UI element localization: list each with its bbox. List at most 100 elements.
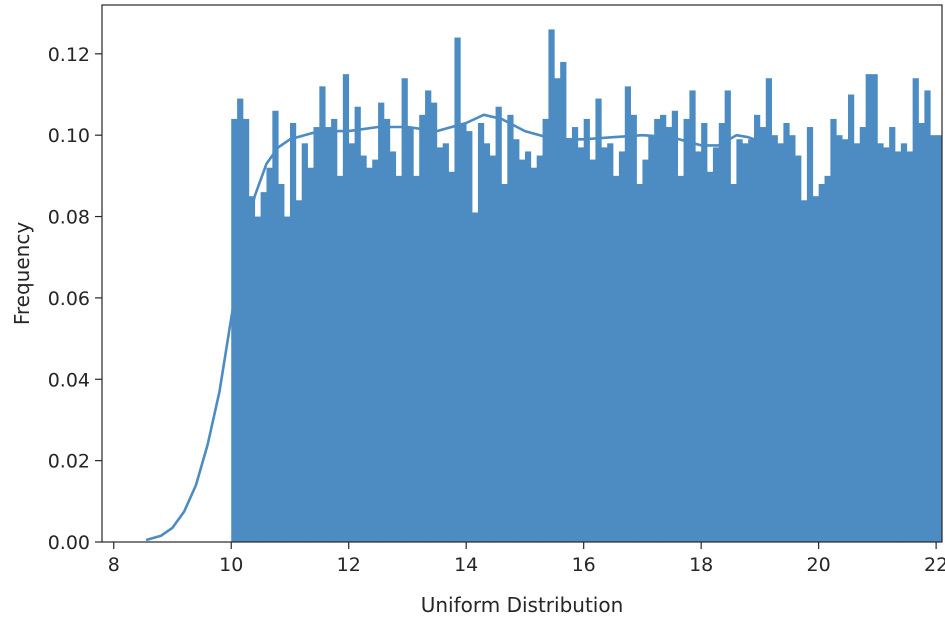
histogram-bar — [295, 200, 303, 543]
histogram-bar — [436, 147, 444, 543]
histogram-bar — [278, 184, 285, 542]
histogram-bar — [830, 118, 837, 542]
histogram-bar — [425, 90, 432, 542]
histogram-bar — [395, 175, 402, 542]
histogram-bar — [660, 114, 667, 542]
histogram-bar — [724, 90, 731, 542]
histogram-bar — [519, 159, 526, 542]
histogram-bar — [466, 131, 473, 542]
histogram-bar — [689, 90, 696, 542]
histogram-bar — [501, 184, 508, 542]
y-tick-label: 0.02 — [48, 451, 90, 473]
histogram-bar — [624, 86, 632, 542]
histogram-bar — [419, 114, 426, 542]
y-tick-label: 0.10 — [48, 125, 90, 147]
histogram-bar — [736, 139, 743, 542]
histogram-bar — [378, 102, 385, 543]
histogram-bar — [595, 98, 602, 543]
x-tick-label: 16 — [572, 554, 596, 576]
histogram-bar — [289, 122, 297, 543]
histogram-bar — [566, 139, 573, 542]
histogram-bar — [730, 184, 737, 542]
histogram-bar — [783, 122, 790, 543]
histogram-bar — [460, 122, 467, 543]
histogram-bar — [325, 127, 332, 542]
histogram-bar — [871, 74, 878, 542]
histogram-bar — [319, 86, 326, 542]
histogram-bar — [583, 118, 590, 542]
histogram-bar — [607, 143, 614, 542]
histogram-bar — [254, 216, 261, 542]
histogram-bar — [695, 151, 702, 543]
histogram-bar — [507, 114, 514, 542]
histogram-bar — [836, 135, 843, 542]
histogram-bar — [883, 147, 890, 543]
histogram-bar — [630, 114, 637, 542]
histogram-bar — [348, 143, 355, 542]
histogram-bar — [701, 122, 708, 543]
histogram-bar — [366, 167, 373, 542]
histogram-bar — [489, 155, 496, 543]
histogram-bar — [413, 175, 420, 542]
histogram-bar — [331, 118, 338, 542]
histogram-bar — [889, 127, 896, 542]
histogram-bar — [313, 127, 320, 542]
histogram-bar — [536, 155, 543, 543]
y-tick-label: 0.04 — [48, 369, 90, 391]
x-axis-ticks: 8 10 12 14 16 18 20 22 — [108, 542, 945, 576]
kde-line — [145, 113, 905, 543]
x-tick-label: 22 — [924, 554, 945, 576]
histogram-bar — [748, 139, 755, 542]
histogram-bar — [865, 74, 872, 542]
histogram-bar — [389, 151, 397, 543]
histogram-bar — [848, 94, 855, 542]
x-tick-label: 12 — [337, 554, 361, 576]
histogram-bar — [801, 200, 808, 543]
histogram-bar — [906, 151, 913, 543]
histogram-bar — [284, 216, 291, 542]
histogram-bar — [483, 143, 491, 542]
histogram-bar — [918, 122, 925, 543]
x-tick-label: 10 — [219, 554, 243, 576]
histogram-bar — [495, 106, 502, 543]
histogram-bar — [472, 212, 479, 542]
histogram-bar — [754, 114, 761, 542]
plot-frame — [101, 4, 943, 543]
histogram-bar — [895, 151, 902, 543]
histogram-bar — [524, 151, 532, 543]
histogram-bar — [842, 139, 849, 542]
histogram-bar — [936, 135, 943, 542]
histogram-bar — [671, 110, 679, 542]
histogram-bar — [742, 143, 749, 542]
histogram-bar — [248, 196, 256, 543]
histogram-bar — [407, 127, 414, 542]
histogram-bar — [601, 147, 608, 543]
histogram-bar — [560, 61, 567, 543]
histogram-bar — [372, 159, 379, 542]
y-axis-ticks: 0.00 0.02 0.04 0.06 0.08 0.10 0.12 — [48, 44, 102, 554]
histogram-bar — [401, 78, 408, 543]
histogram-bar — [231, 118, 238, 542]
histogram-bar — [789, 135, 796, 542]
histogram-bar — [824, 175, 831, 542]
histogram-bar — [613, 175, 620, 542]
histogram-bar — [260, 192, 267, 543]
histogram-bar — [677, 175, 684, 542]
histogram-bar — [589, 159, 596, 542]
histogram-bar — [430, 102, 438, 543]
histogram-bar — [712, 147, 720, 543]
x-tick-label: 18 — [689, 554, 713, 576]
histogram-bars — [231, 29, 943, 543]
histogram-bar — [812, 196, 819, 543]
histogram-bar — [542, 118, 549, 542]
histogram-bar — [806, 127, 814, 542]
histogram-bar — [618, 151, 626, 543]
histogram-bar — [477, 122, 485, 543]
histogram-bar — [383, 118, 391, 542]
histogram-bar — [900, 143, 908, 542]
histogram-bar — [859, 127, 866, 542]
histogram-bar — [648, 135, 655, 542]
y-tick-label: 0.00 — [48, 532, 90, 554]
histogram-bar — [777, 143, 784, 542]
